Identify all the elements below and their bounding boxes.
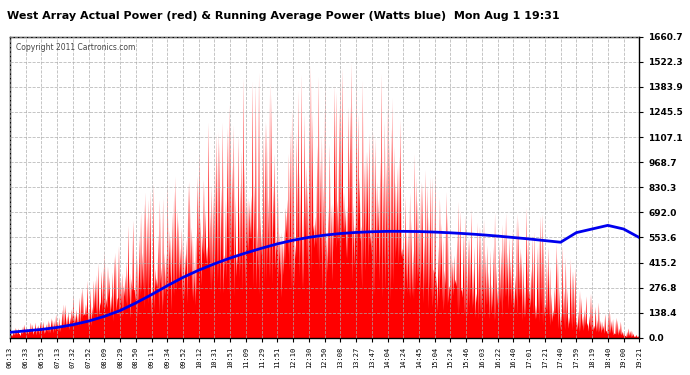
Text: Copyright 2011 Cartronics.com: Copyright 2011 Cartronics.com [17,43,136,52]
Text: West Array Actual Power (red) & Running Average Power (Watts blue)  Mon Aug 1 19: West Array Actual Power (red) & Running … [7,11,560,21]
